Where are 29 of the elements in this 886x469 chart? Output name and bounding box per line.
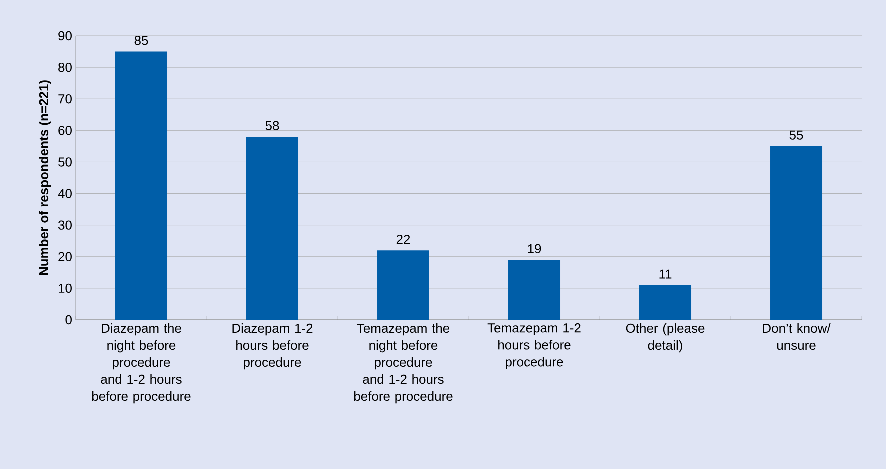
- y-tick-label: 0: [66, 315, 72, 325]
- data-label: 58: [266, 121, 280, 130]
- y-tick-label: 40: [58, 189, 72, 198]
- bar: [246, 136, 299, 320]
- x-tick-label: Diazepam the night before procedure and 1-2 hours before procedure: [92, 324, 191, 404]
- x-tick-label: Other (please detail): [626, 324, 705, 353]
- y-tick-label: 90: [58, 31, 72, 41]
- bar: [640, 285, 692, 320]
- data-label: 22: [396, 234, 410, 244]
- data-label: 85: [134, 36, 148, 46]
- x-tick-label: Diazepam 1-2 hours before procedure: [232, 324, 313, 370]
- data-label: 11: [660, 270, 672, 279]
- bar: [378, 250, 430, 320]
- x-tick-label: Don’t know/ unsure: [763, 324, 831, 350]
- y-tick-label: 50: [58, 158, 72, 167]
- y-tick-label: 60: [58, 126, 72, 136]
- y-tick-label: 70: [58, 94, 72, 104]
- y-tick-label: 30: [58, 220, 72, 230]
- x-tick-label: Temazepam the night before procedure and 1-2 hours before procedure: [354, 324, 453, 404]
- data-label: 55: [790, 130, 804, 140]
- bar: [770, 146, 823, 320]
- y-axis-title: Number of respondents (n=221): [39, 80, 52, 276]
- x-tick-label: Temazepam 1-2 hours before procedure: [488, 324, 581, 370]
- y-tick-label: 80: [58, 62, 72, 72]
- bar: [116, 52, 168, 320]
- data-label: 19: [528, 244, 542, 254]
- bar: [508, 260, 561, 320]
- y-tick-label: 20: [58, 252, 72, 262]
- y-tick-label: 10: [59, 284, 72, 294]
